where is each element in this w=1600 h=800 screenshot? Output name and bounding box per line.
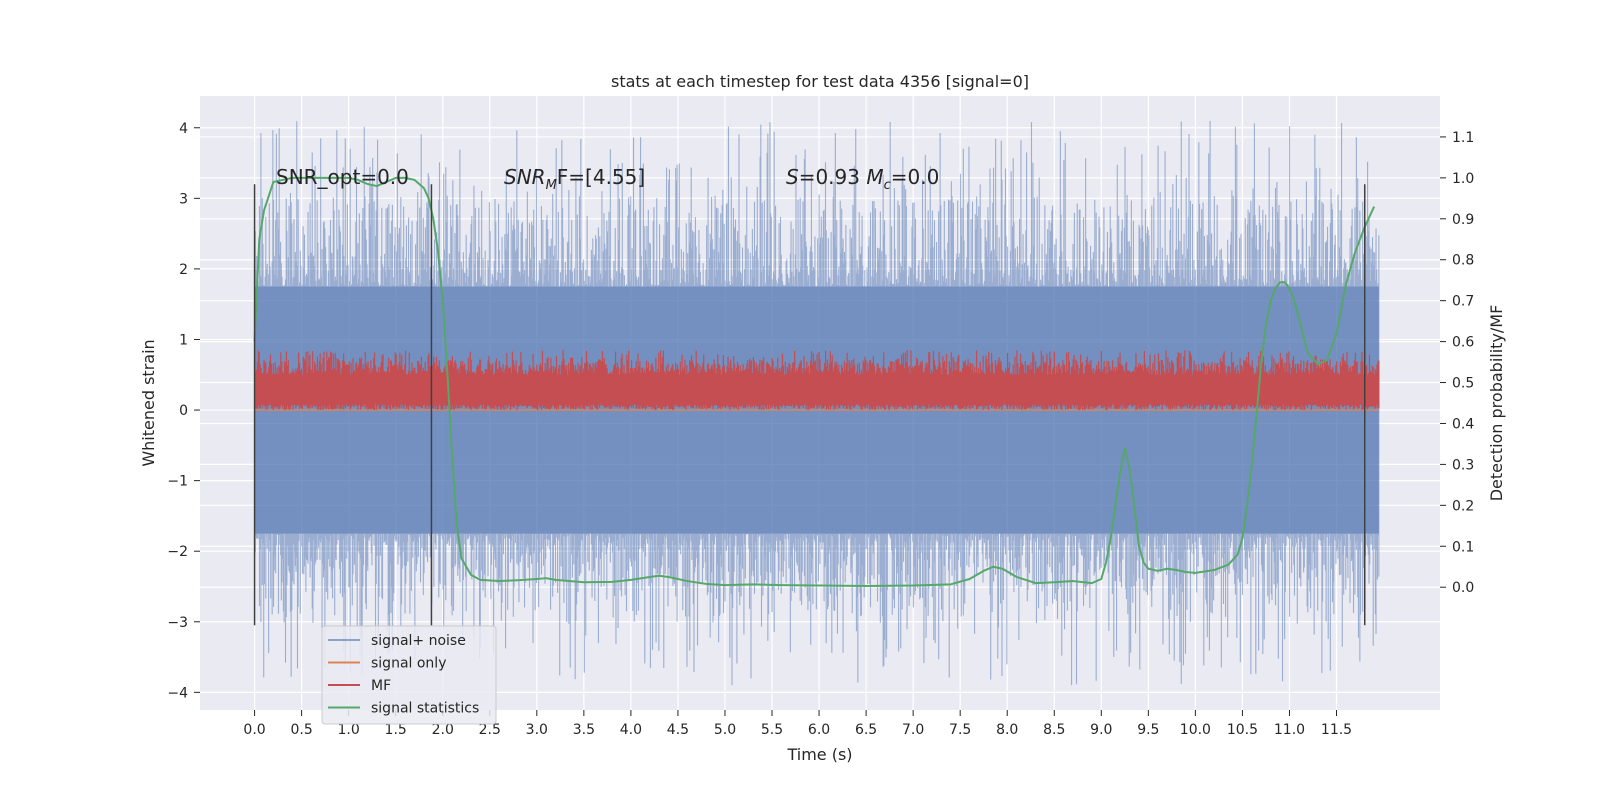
y-tick-label-7: 3: [179, 191, 188, 207]
x-tick-label-7: 3.5: [573, 722, 595, 738]
y-tick-label-6: 2: [179, 262, 188, 278]
legend-label-3: signal statistics: [371, 701, 479, 717]
y-right-axis-label: Detection probability/MF: [1487, 305, 1506, 502]
y-tick-label-3: −1: [167, 474, 188, 490]
y-right-axis-ticks: 0.0 0.1 0.2 0.3 0.4 0.5 0.6 0.7 0.8 0.9 1.0 1.1: [1440, 130, 1474, 596]
x-tick-label-21: 10.5: [1227, 722, 1258, 738]
series-signal-statistics: [253, 176, 1376, 587]
y-axis-label: Whitened strain: [139, 339, 158, 466]
y-tick-label-4: 0: [179, 403, 188, 419]
annotation-snr-opt: SNR_opt=0.0: [276, 165, 409, 189]
legend: signal+ noise signal only MF signal statist…: [321, 625, 497, 725]
x-tick-label-13: 6.5: [855, 722, 877, 738]
y-right-tick-label-7: 0.7: [1452, 294, 1474, 310]
y-tick-label-0: −4: [167, 685, 188, 701]
y-right-tick-label-1: 0.1: [1452, 539, 1474, 555]
annotation-s-mc: S=0.93 Mc=0.0: [786, 165, 939, 193]
y-axis-ticks: −4 −3 −2 −1 0 1 2 3 4: [167, 121, 200, 701]
x-tick-label-6: 3.0: [526, 722, 548, 738]
x-tick-label-11: 5.5: [761, 722, 783, 738]
y-right-tick-label-6: 0.6: [1452, 335, 1474, 351]
x-tick-label-12: 6.0: [808, 722, 830, 738]
y-right-tick-label-11: 1.1: [1452, 130, 1474, 146]
y-right-tick-label-8: 0.8: [1452, 253, 1474, 269]
x-tick-label-8: 4.0: [620, 722, 642, 738]
y-right-tick-label-10: 1.0: [1452, 171, 1474, 187]
x-tick-label-18: 9.0: [1090, 722, 1112, 738]
x-tick-label-17: 8.5: [1043, 722, 1065, 738]
x-tick-label-22: 11.0: [1274, 722, 1305, 738]
chart-title: stats at each timestep for test data 435…: [611, 72, 1029, 91]
y-tick-label-1: −3: [167, 615, 188, 631]
legend-label-1: signal only: [371, 656, 446, 672]
y-right-tick-label-2: 0.2: [1452, 498, 1474, 514]
x-tick-label-16: 8.0: [996, 722, 1018, 738]
x-tick-label-9: 4.5: [667, 722, 689, 738]
y-right-tick-label-0: 0.0: [1452, 580, 1474, 596]
x-tick-label-1: 0.5: [290, 722, 312, 738]
y-right-tick-label-3: 0.3: [1452, 457, 1474, 473]
y-tick-label-2: −2: [167, 544, 188, 560]
series-layer: [253, 120, 1380, 686]
annotation-snr-mf: SNRMF=[4.55]: [504, 165, 645, 193]
x-tick-label-5: 2.5: [479, 722, 501, 738]
legend-label-2: MF: [371, 678, 391, 694]
y-right-tick-label-5: 0.5: [1452, 376, 1474, 392]
x-tick-label-20: 10.0: [1180, 722, 1211, 738]
y-right-tick-label-4: 0.4: [1452, 416, 1474, 432]
x-tick-label-14: 7.0: [902, 722, 924, 738]
y-right-tick-label-9: 0.9: [1452, 212, 1474, 228]
y-tick-label-8: 4: [179, 121, 188, 137]
x-tick-label-23: 11.5: [1321, 722, 1352, 738]
x-tick-label-4: 2.0: [432, 722, 454, 738]
vertical-lines: [253, 184, 1366, 626]
x-axis-label: Time (s): [786, 745, 852, 764]
legend-label-0: signal+ noise: [371, 633, 466, 649]
x-tick-label-19: 9.5: [1137, 722, 1159, 738]
x-tick-label-2: 1.0: [338, 722, 360, 738]
x-tick-label-3: 1.5: [385, 722, 407, 738]
x-tick-label-0: 0.0: [243, 722, 265, 738]
y-tick-label-5: 1: [179, 332, 188, 348]
x-axis-ticks: 0.0 0.5 1.0 1.5 2.0 2.5 3.0 3.5 4.0 4.5 5.0 5.5 6.0 6…: [243, 710, 1352, 738]
x-tick-label-15: 7.5: [949, 722, 971, 738]
x-tick-label-10: 5.0: [714, 722, 736, 738]
